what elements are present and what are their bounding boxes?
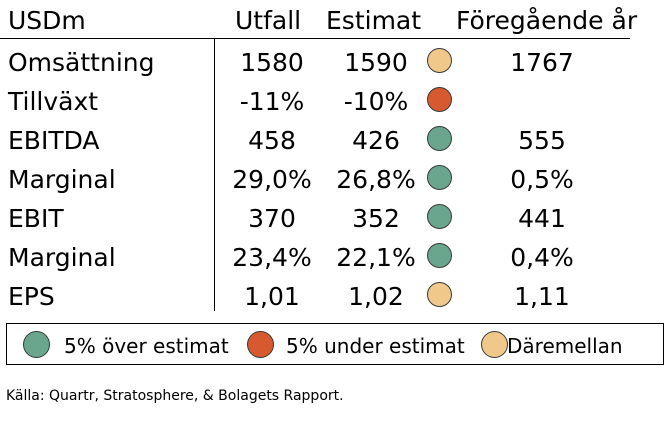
actual-value: 1580 [240,48,304,77]
legend: 5% över estimat 5% under estimat Däremel… [6,323,664,365]
actual-value: 29,0% [232,165,312,194]
table-row: EBITDA 458 426 555 [0,118,630,157]
previous-year-column-header: Föregående år [456,6,638,35]
row-label: Tillväxt [8,87,99,116]
status-dot-icon [427,282,452,307]
status-dot-icon [427,165,452,190]
estimate-value: 22,1% [336,243,416,272]
table-header: USDm Utfall Estimat Föregående år [0,0,637,39]
actual-value: 458 [248,126,296,155]
legend-under-label: 5% under estimat [286,334,465,358]
table-row: EBIT 370 352 441 [0,196,630,235]
status-dot-icon [427,48,452,73]
unit-header: USDm [8,6,86,35]
row-label: EBITDA [8,126,100,155]
status-dot-icon [427,243,452,268]
over-estimate-dot-icon [23,331,50,358]
estimate-value: 352 [352,204,400,233]
source-note: Källa: Quartr, Stratosphere, & Bolagets … [6,388,344,404]
estimate-value: 26,8% [336,165,416,194]
previous-year-value: 1767 [510,48,574,77]
estimate-value: 1590 [344,48,408,77]
table-row: Omsättning 1580 1590 1767 [0,40,630,79]
estimate-column-header: Estimat [326,6,422,35]
under-estimate-dot-icon [247,331,274,358]
status-dot-icon [427,126,452,151]
actual-value: 23,4% [232,243,312,272]
row-label: Omsättning [8,48,155,77]
legend-over-label: 5% över estimat [64,334,229,358]
actual-value: 1,01 [244,282,300,311]
legend-between-label: Däremellan [507,334,623,358]
estimate-value: -10% [343,87,409,116]
table-row: EPS 1,01 1,02 1,11 [0,274,630,313]
actual-column-header: Utfall [235,6,302,35]
table-row: Marginal 29,0% 26,8% 0,5% [0,157,630,196]
table-row: Tillväxt -11% -10% [0,79,630,118]
actual-value: 370 [248,204,296,233]
estimate-value: 426 [352,126,400,155]
between-dot-icon [481,331,508,358]
row-label: Marginal [8,243,116,272]
previous-year-value: 441 [518,204,566,233]
estimate-value: 1,02 [348,282,404,311]
previous-year-value: 0,4% [510,243,574,272]
row-label: EBIT [8,204,64,233]
column-divider [214,38,215,311]
row-label: EPS [8,282,55,311]
row-label: Marginal [8,165,116,194]
status-dot-icon [427,87,452,112]
actual-value: -11% [239,87,305,116]
previous-year-value: 0,5% [510,165,574,194]
table-row: Marginal 23,4% 22,1% 0,4% [0,235,630,274]
status-dot-icon [427,204,452,229]
previous-year-value: 1,11 [514,282,570,311]
previous-year-value: 555 [518,126,566,155]
